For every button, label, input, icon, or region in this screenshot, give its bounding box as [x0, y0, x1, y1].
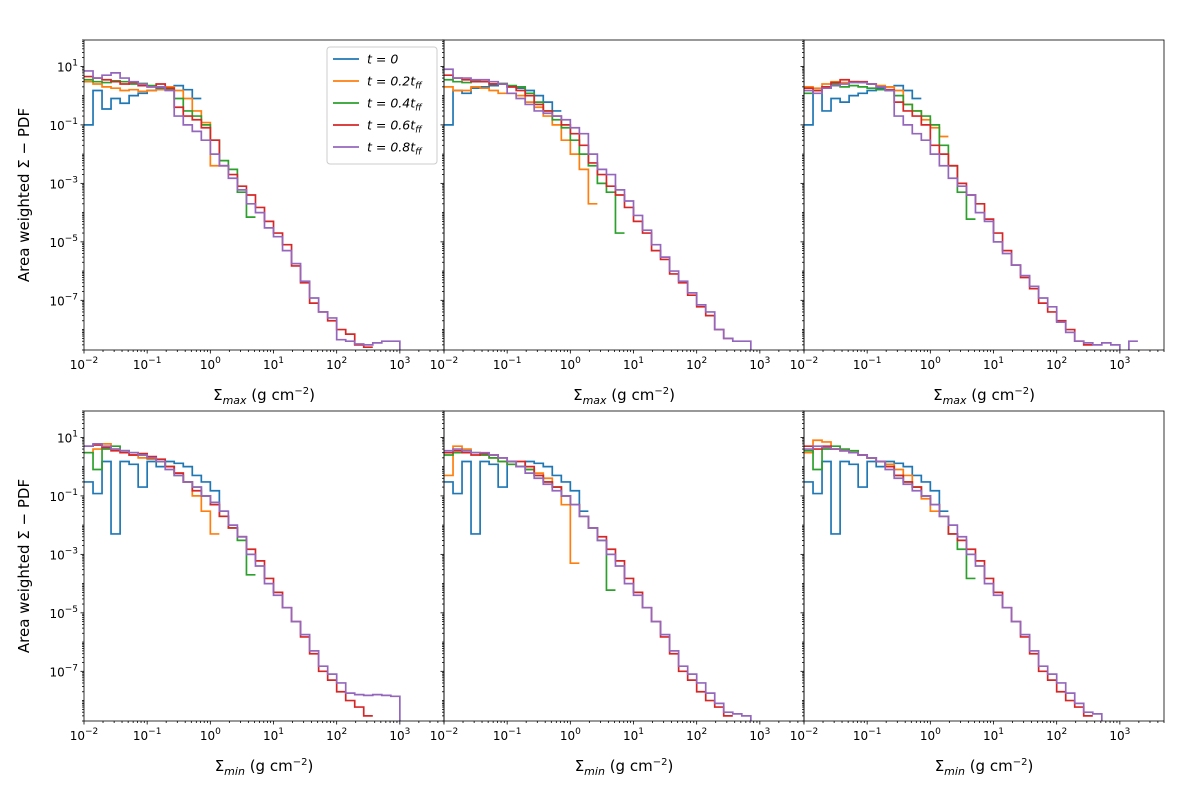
- y-tick-label: 10−5: [49, 234, 78, 250]
- legend-label-t_04: t = 0.4tff: [367, 96, 423, 114]
- x-tick-label: 101: [623, 727, 644, 743]
- y-tick-label: 101: [57, 58, 78, 74]
- x-tick-label: 10−2: [430, 727, 459, 743]
- y-axis-label: Area weighted Σ − PDF: [15, 108, 33, 282]
- x-tick-label: 103: [1109, 727, 1130, 743]
- x-tick-label: 102: [686, 356, 707, 372]
- x-tick-label: 100: [560, 727, 581, 743]
- x-axis-label: Σmax (g cm−2): [213, 386, 315, 407]
- panel-row1-col3: 10−2 10−1 100 101 102 103 Σmax (g cm−2): [790, 39, 1165, 407]
- x-axis-label: Σmax (g cm−2): [573, 386, 675, 407]
- legend-label-t_08: t = 0.8tff: [367, 140, 423, 158]
- x-tick-label: 101: [983, 356, 1004, 372]
- x-axis-label: Σmin (g cm−2): [215, 757, 314, 778]
- y-tick-label: 10−1: [49, 488, 78, 504]
- series-line-t_04: [84, 78, 256, 218]
- x-tick-label: 102: [1046, 356, 1067, 372]
- x-tick-label: 103: [1109, 356, 1130, 372]
- series-line-t_08: [84, 443, 401, 721]
- series-line-t_08: [444, 68, 752, 350]
- series-line-t_02: [444, 85, 598, 205]
- x-tick-label: 100: [200, 356, 221, 372]
- x-tick-label: 10−2: [70, 727, 99, 743]
- y-tick-label: 10−1: [49, 117, 78, 133]
- y-tick-label: 10−5: [49, 605, 78, 621]
- series-line-t_08: [804, 445, 1103, 721]
- x-tick-label: 103: [749, 356, 770, 372]
- series-line-t_06: [804, 78, 1093, 346]
- x-axis-label: Σmin (g cm−2): [575, 757, 674, 778]
- x-tick-label: 100: [920, 727, 941, 743]
- x-tick-label: 103: [389, 727, 410, 743]
- x-tick-label: 10−2: [70, 356, 99, 372]
- x-axis-label: Σmin (g cm−2): [935, 757, 1034, 778]
- series-group: [444, 68, 752, 350]
- series-line-t_06: [84, 444, 373, 717]
- series-line-t_08: [444, 448, 752, 721]
- legend-box: [326, 46, 438, 165]
- panel-row2-col2: 10−2 10−1 100 101 102 103 Σmin (g cm−2): [430, 410, 805, 778]
- x-tick-label: 10−1: [133, 356, 162, 372]
- x-tick-label: 100: [200, 727, 221, 743]
- series-group: [84, 443, 401, 721]
- x-tick-label: 101: [263, 356, 284, 372]
- series-line-t_04: [804, 83, 976, 220]
- x-tick-label: 101: [263, 727, 284, 743]
- x-tick-label: 10−1: [133, 727, 162, 743]
- series-group: [84, 70, 401, 350]
- x-axis-label: Σmax (g cm−2): [933, 386, 1035, 407]
- legend-label-t_0: t = 0: [367, 52, 398, 67]
- y-tick-label: 101: [57, 429, 78, 445]
- series-line-t_0: [84, 460, 229, 535]
- x-tick-label: 102: [686, 727, 707, 743]
- series-line-t_06: [804, 445, 1093, 717]
- series-line-t_06: [444, 74, 733, 340]
- panel-row2-col1: 10−2 10−1 100 101 102 103 101 10−1 10−3 10−5 10−7 A…: [15, 410, 445, 778]
- y-tick-label: 10−7: [49, 663, 78, 679]
- series-group: [804, 439, 1103, 721]
- x-tick-label: 102: [326, 356, 347, 372]
- series-line-t_08: [804, 81, 1138, 350]
- legend-label-t_06: t = 0.6tff: [367, 118, 423, 136]
- x-tick-label: 10−1: [493, 727, 522, 743]
- x-tick-label: 102: [326, 727, 347, 743]
- series-line-t_02: [84, 443, 220, 535]
- legend-label-t_02: t = 0.2tff: [367, 74, 423, 92]
- series-line-t_0: [804, 460, 949, 535]
- x-tick-label: 10−2: [790, 356, 819, 372]
- series-line-t_04: [444, 449, 616, 591]
- x-tick-label: 10−2: [790, 727, 819, 743]
- y-tick-label: 10−3: [49, 546, 78, 562]
- y-tick-label: 10−3: [49, 175, 78, 191]
- x-tick-label: 103: [749, 727, 770, 743]
- series-line-t_08: [84, 70, 401, 350]
- y-axis-label: Area weighted Σ − PDF: [15, 479, 33, 653]
- x-tick-label: 100: [920, 356, 941, 372]
- panel-row2-col3: 10−2 10−1 100 101 102 103 Σmin (g cm−2): [790, 410, 1165, 778]
- x-tick-label: 10−1: [493, 356, 522, 372]
- legend: t = 0 t = 0.2tff t = 0.4tff t = 0.6tff t = 0…: [326, 46, 438, 165]
- x-tick-label: 102: [1046, 727, 1067, 743]
- series-line-t_02: [84, 80, 220, 167]
- series-group: [444, 445, 752, 721]
- series-line-t_04: [84, 445, 256, 576]
- x-tick-label: 10−1: [853, 727, 882, 743]
- series-line-t_0: [444, 460, 589, 535]
- series-line-t_0: [804, 84, 922, 126]
- panel-row1-col1: 10−2 10−1 100 101 102 103 101 10−1 10−3 10−5 10−7 A…: [15, 39, 445, 407]
- y-tick-label: 10−7: [49, 292, 78, 308]
- x-tick-label: 101: [983, 727, 1004, 743]
- x-tick-label: 103: [389, 356, 410, 372]
- x-tick-label: 10−1: [853, 356, 882, 372]
- series-line-t_0: [84, 84, 202, 126]
- x-tick-label: 10−2: [430, 356, 459, 372]
- series-line-t_06: [444, 449, 733, 717]
- panel-row1-col2: 10−2 10−1 100 101 102 103 Σmax (g cm−2): [430, 39, 805, 407]
- x-tick-label: 100: [560, 356, 581, 372]
- x-tick-label: 101: [623, 356, 644, 372]
- series-group: [804, 78, 1138, 350]
